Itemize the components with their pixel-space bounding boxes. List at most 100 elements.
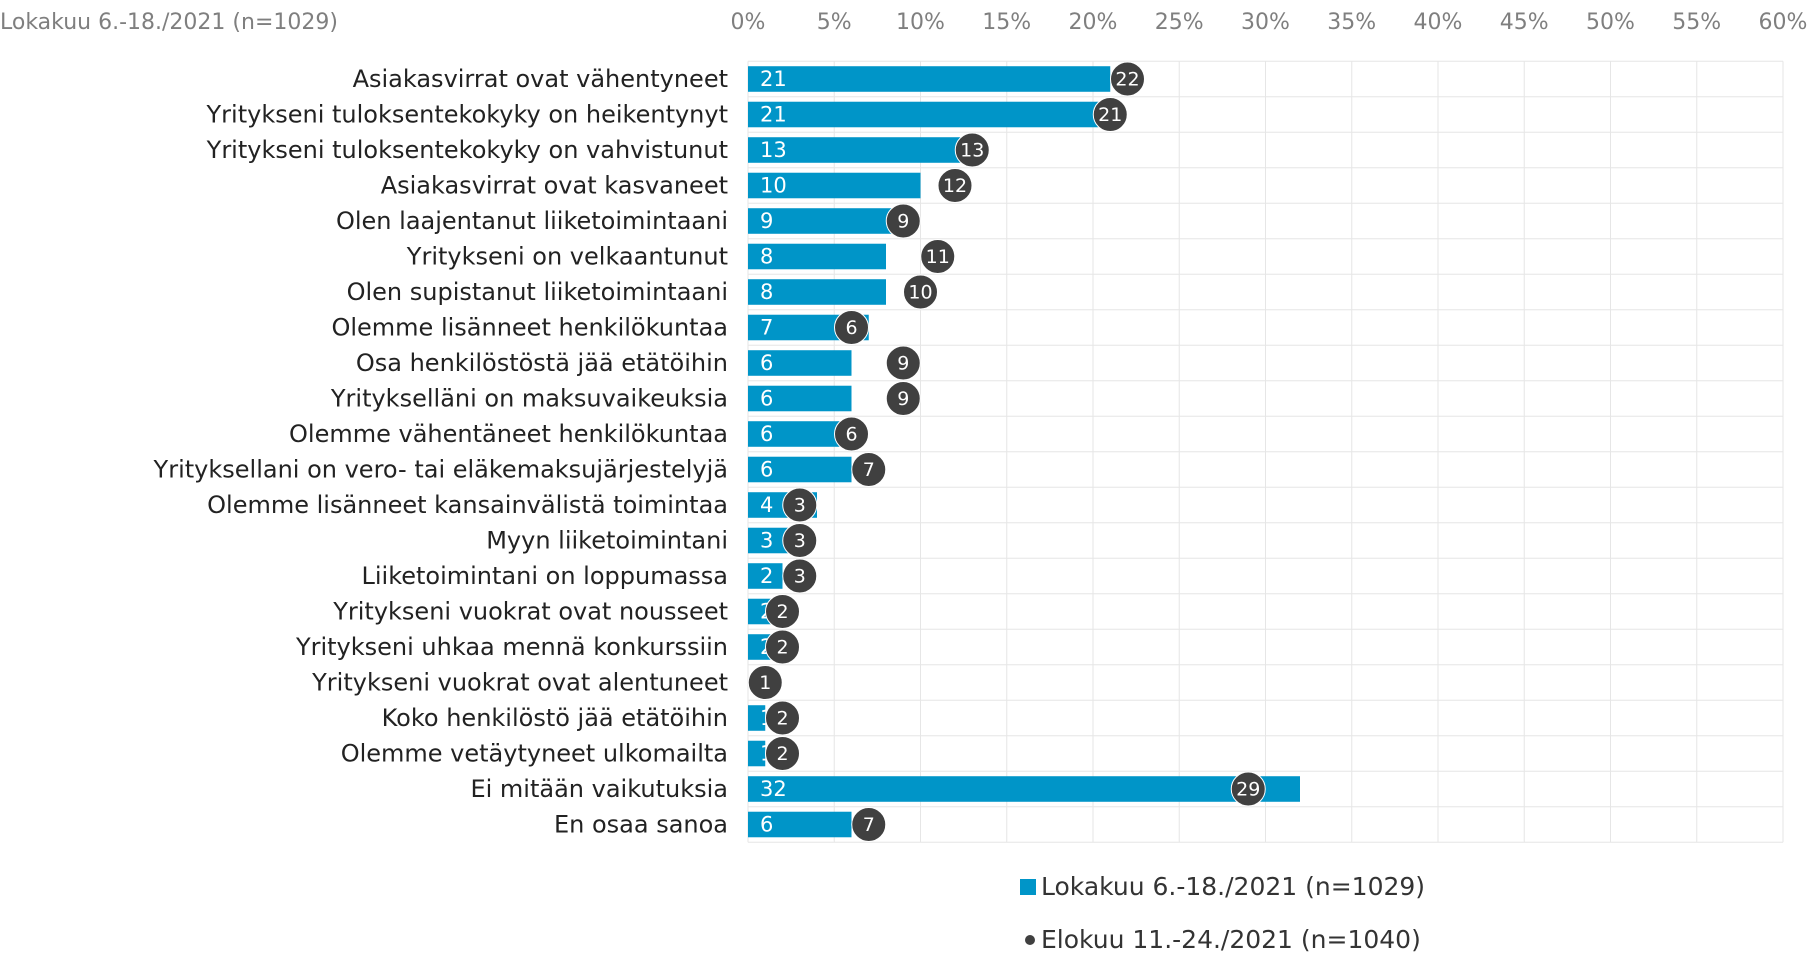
bar (748, 101, 1111, 128)
category-label: Olemme lisänneet henkilökuntaa (331, 314, 728, 342)
x-tick-label: 15% (982, 10, 1031, 35)
dot-label: 21 (1098, 104, 1122, 126)
category-label: Olemme lisänneet kansainvälistä toiminta… (207, 491, 728, 519)
bar (748, 66, 1111, 92)
dot (937, 168, 973, 203)
dot-label: 2 (776, 743, 788, 765)
dot-label: 7 (863, 814, 875, 836)
bar (748, 279, 886, 305)
x-tick-label: 45% (1500, 10, 1549, 35)
category-label: Yritykseni vuokrat ovat alentuneet (311, 669, 728, 697)
bar-label: 21 (760, 67, 787, 91)
dot (834, 416, 869, 452)
x-tick-label: 20% (1069, 10, 1118, 35)
dot (782, 487, 818, 523)
dot-label: 13 (960, 140, 984, 162)
dot-label: 3 (794, 566, 806, 588)
category-label: Asiakasvirrat ovat vähentyneet (353, 65, 728, 93)
legend-swatch (1020, 879, 1036, 895)
category-label: Yritykseni uhkaa mennä konkurssiin (295, 633, 728, 661)
bar-label: 9 (760, 209, 773, 233)
category-label: Koko henkilöstö jää etätöihin (382, 704, 728, 732)
bar-label: 13 (760, 138, 787, 162)
dot (765, 629, 800, 665)
x-tick-label: 35% (1327, 10, 1376, 35)
category-label: Yritykselläni on maksuvaikeuksia (330, 385, 728, 413)
bar-label: 6 (760, 387, 773, 411)
x-tick-label: 40% (1414, 10, 1463, 35)
bar-label: 10 (760, 174, 787, 198)
dot-label: 12 (943, 175, 967, 197)
dot-label: 6 (845, 317, 857, 339)
dot (765, 594, 800, 629)
dot (1230, 771, 1266, 807)
category-label: En osaa sanoa (554, 811, 728, 839)
dot-label: 2 (776, 637, 788, 659)
bar (748, 456, 852, 483)
category-label: Yritykseni tuloksentekokyky on vahvistun… (206, 136, 728, 164)
dot-label: 7 (863, 459, 875, 481)
legend-label: Elokuu 11.-24./2021 (n=1040) (1041, 925, 1421, 953)
dot-label: 22 (1115, 69, 1139, 91)
dot (1110, 61, 1145, 97)
dot (765, 700, 800, 736)
x-tick-label: 30% (1241, 10, 1290, 35)
category-label: Myyn liiketoimintani (486, 527, 728, 555)
dot (834, 310, 869, 345)
dot-label: 6 (845, 424, 857, 446)
bar-label: 21 (760, 103, 787, 127)
dot (782, 523, 818, 558)
x-tick-label: 50% (1586, 10, 1635, 35)
dot-label: 2 (776, 601, 788, 623)
x-tick-label: 5% (817, 10, 852, 35)
category-label: Yritykseni vuokrat ovat nousseet (332, 598, 728, 626)
bar (748, 350, 852, 376)
dot-label: 11 (926, 246, 950, 268)
category-label: Ei mitään vaikutuksia (470, 775, 728, 803)
legend-label: Lokakuu 6.-18./2021 (n=1029) (1041, 872, 1425, 901)
dot-label: 3 (794, 530, 806, 552)
dot-label: 29 (1236, 779, 1260, 801)
bar-label: 8 (760, 280, 773, 304)
legend-swatch (1025, 935, 1035, 945)
dot (765, 736, 800, 771)
category-label: Olemme vähentäneet henkilökuntaa (289, 420, 728, 448)
bar-label: 6 (760, 813, 773, 837)
bar (748, 137, 973, 163)
category-label: Olen supistanut liiketoimintaani (347, 278, 728, 306)
dot-label: 1 (759, 672, 771, 694)
bar-label: 7 (760, 316, 773, 340)
dot-label: 9 (897, 353, 909, 375)
dot (851, 452, 887, 487)
bar (748, 740, 766, 767)
dot (747, 665, 783, 700)
dot-label: 10 (908, 282, 932, 304)
category-label: Olen laajentanut liiketoimintaani (336, 207, 728, 235)
bar-label: 32 (760, 777, 787, 801)
bar-label: 4 (760, 493, 773, 517)
category-label: Osa henkilöstöstä jää etätöihin (356, 349, 728, 377)
bar-label: 6 (760, 458, 773, 482)
dot-label: 9 (897, 211, 909, 233)
bar-label: 3 (760, 529, 773, 553)
bar (748, 811, 852, 838)
dot (920, 239, 956, 274)
dot-label: 9 (897, 388, 909, 410)
category-label: Yrityksellani on vero- tai eläkemaksujär… (153, 456, 728, 484)
x-tick-label: 10% (896, 10, 945, 35)
category-label: Liiketoimintani on loppumassa (361, 562, 728, 590)
bar (748, 563, 783, 589)
dot (851, 807, 887, 842)
bar (748, 385, 852, 412)
bar-label: 8 (760, 245, 773, 269)
category-label: Yritykseni on velkaantunut (406, 243, 728, 271)
subtitle: Lokakuu 6.-18./2021 (n=1029) (0, 10, 338, 35)
bar-label: 2 (760, 564, 773, 588)
category-label: Asiakasvirrat ovat kasvaneet (381, 172, 728, 200)
category-label: Yritykseni tuloksentekokyky on heikentyn… (206, 101, 728, 129)
dot (885, 381, 921, 416)
bar-label: 6 (760, 422, 773, 446)
bar (748, 776, 1300, 802)
dot (782, 558, 818, 594)
bar (748, 208, 904, 234)
